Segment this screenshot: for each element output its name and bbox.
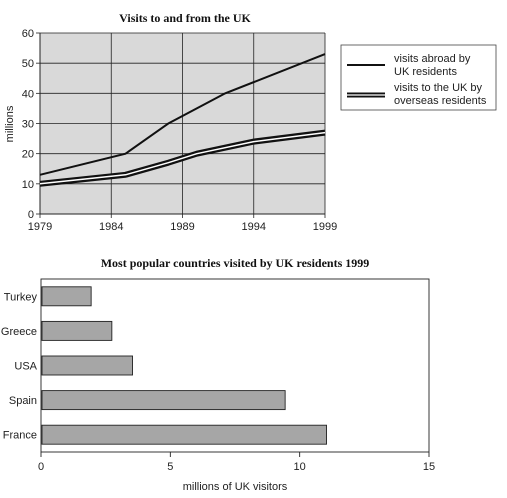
line-y-axis: 0 10 20 30 40 50 60 (22, 28, 40, 221)
bar-x-tick-label: 0 (38, 461, 44, 473)
bar-category-label: Turkey (4, 291, 38, 303)
bar-greece (41, 320, 113, 341)
line-y-tick-label: 30 (22, 119, 34, 131)
bar-spain (41, 390, 286, 411)
bar-x-tick-label: 5 (167, 461, 173, 473)
bar-x-tick-label: 10 (294, 461, 306, 473)
line-series-group (39, 53, 326, 187)
bar-category-label: Greece (1, 326, 37, 338)
line-y-tick-label: 60 (22, 28, 34, 40)
bar-category-label: France (3, 430, 37, 442)
legend-box (340, 44, 497, 111)
legend-label-uk-residents-line1: visits abroad by (394, 53, 471, 65)
legend-label-uk-residents-line2: UK residents (394, 66, 457, 78)
bar-category-label: Spain (9, 395, 37, 407)
bar-category-label: USA (14, 361, 37, 373)
bar-france (41, 424, 327, 445)
line-x-tick-label: 1984 (99, 221, 123, 233)
line-y-tick-label: 50 (22, 58, 34, 70)
series-overseas-residents-core (39, 131, 326, 185)
bar-x-tick-label: 15 (423, 461, 435, 473)
bar-value-axis: 0 5 10 15 (38, 452, 435, 473)
bar-turkey (41, 286, 92, 307)
line-y-tick-label: 10 (22, 179, 34, 191)
series-uk-residents-line (39, 53, 326, 176)
line-x-tick-label: 1979 (28, 221, 52, 233)
legend-label-overseas-line2: overseas residents (394, 95, 487, 107)
line-x-tick-label: 1994 (242, 221, 266, 233)
bar-usa (41, 355, 133, 376)
legend-label-overseas-line1: visits to the UK by (394, 82, 483, 94)
bar-x-axis-label: millions of UK visitors (183, 481, 288, 493)
bar-chart: Most popular countries visited by UK res… (1, 256, 435, 493)
line-x-tick-label: 1999 (313, 221, 337, 233)
bar-category-axis: Turkey Greece USA Spain France (1, 291, 38, 441)
line-y-tick-label: 20 (22, 149, 34, 161)
line-y-axis-label: millions (4, 105, 16, 142)
line-y-tick-label: 0 (28, 209, 34, 221)
bar-chart-title: Most popular countries visited by UK res… (101, 256, 370, 270)
line-chart: Visits to and from the UK 0102030405060 … (4, 11, 497, 233)
line-x-tick-label: 1989 (170, 221, 194, 233)
legend: visits abroad by UK residents visits to … (340, 44, 497, 111)
line-x-axis: 1979 1984 1989 1994 1999 (28, 214, 337, 233)
line-chart-title: Visits to and from the UK (119, 11, 251, 25)
bar-series-group (41, 286, 327, 445)
line-y-tick-label: 40 (22, 88, 34, 100)
